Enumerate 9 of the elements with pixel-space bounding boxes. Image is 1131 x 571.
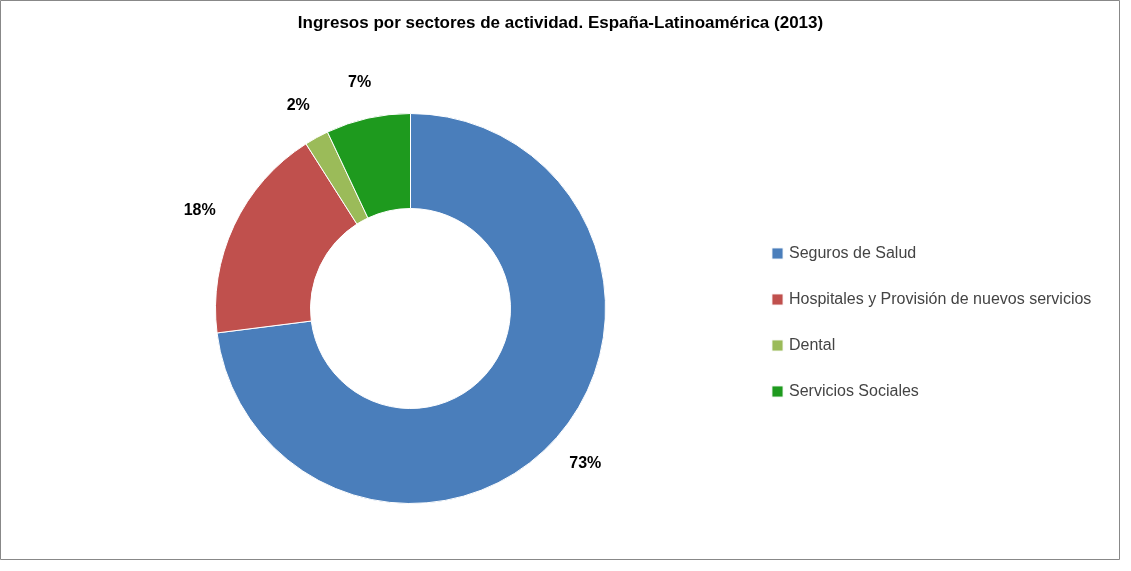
data-label: 7% — [348, 72, 372, 90]
legend-label: Seguros de Salud — [789, 244, 917, 262]
chart-title: Ingresos por sectores de actividad. España-Latinoamérica (2013) — [297, 13, 824, 32]
data-label: 18% — [183, 200, 216, 218]
data-label: 73% — [569, 454, 602, 472]
legend-label: Hospitales y Provisión de nuevos servicios — [789, 290, 1092, 308]
legend-label: Servicios Sociales — [789, 382, 919, 400]
data-label: 2% — [286, 95, 310, 113]
legend-label: Dental — [789, 336, 836, 354]
